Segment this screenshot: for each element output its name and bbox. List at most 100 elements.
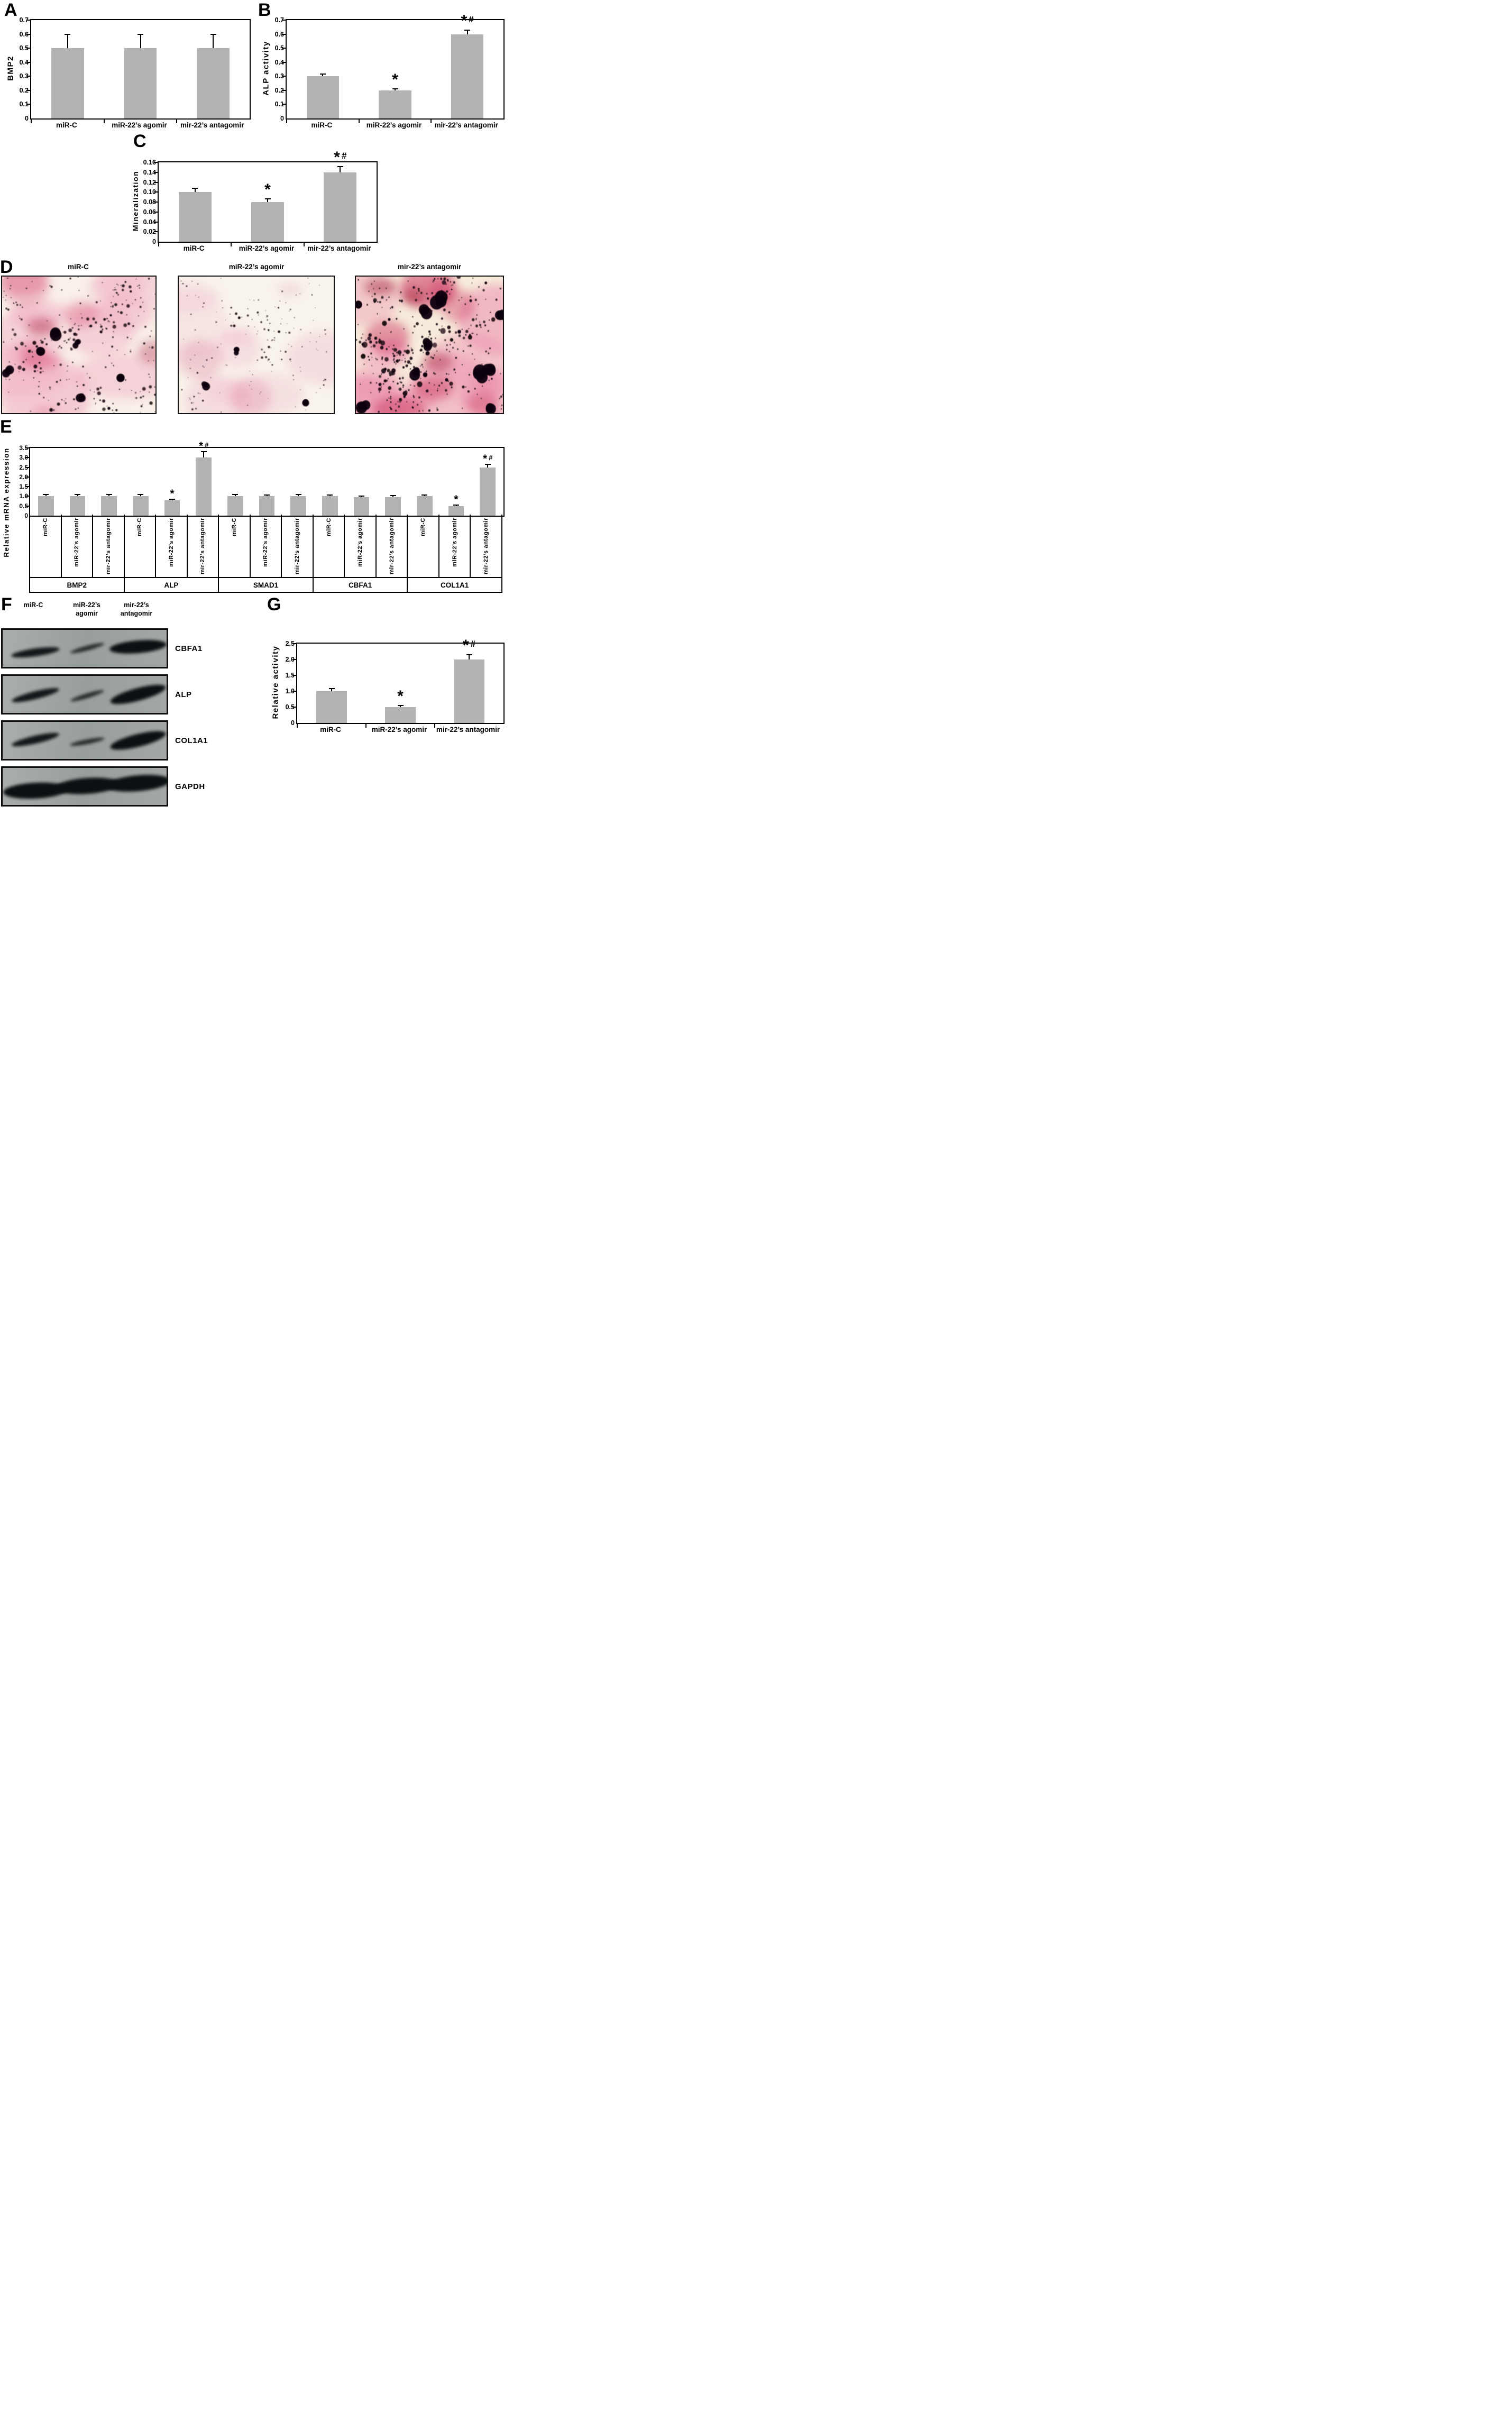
y-tick-mark — [26, 61, 31, 63]
blot-lane-header-mir-c: miR-C — [23, 601, 43, 609]
significance-annotation: * # — [199, 441, 209, 452]
x-boundary-tick — [434, 723, 435, 728]
bar — [178, 192, 212, 242]
alizarin-stain-micrograph-agomir — [178, 276, 335, 414]
alizarin-stain-micrograph-antagomir — [355, 276, 504, 414]
y-tick-mark — [292, 675, 297, 676]
hash-mark: # — [489, 454, 493, 462]
y-tick-mark — [282, 104, 287, 105]
blot-image-cbfa1 — [1, 628, 168, 668]
hash-mark: # — [205, 441, 209, 450]
y-tick-mark — [292, 643, 297, 644]
panel-b-bar-chart: 0 0.1 0.2 0.3 0.4 0.5 0.6 0.7 * * # — [275, 13, 505, 123]
bar — [322, 496, 338, 516]
x-category-label: miR-22’s agomir — [239, 244, 295, 252]
lane-label: mir-22’s antagomir — [105, 518, 112, 575]
panel-c-x-categories: miR-C miR-22’s agomir mir-22’s antagomir — [158, 244, 375, 252]
blot-row: COL1A1 — [1, 720, 208, 761]
protein-band — [69, 688, 105, 703]
error-bar-cap — [421, 494, 428, 496]
significance-annotation: * # — [461, 12, 474, 30]
blot-protein-label: ALP — [175, 690, 192, 699]
y-tick-label: 0.7 — [274, 16, 284, 24]
error-bar-cap — [466, 654, 472, 655]
y-tick-mark — [26, 76, 31, 77]
y-tick-mark — [154, 211, 159, 213]
bar — [38, 496, 54, 516]
blot-lane-header-agomir: miR-22’s agomir — [73, 601, 100, 618]
error-bar-cap — [169, 498, 175, 500]
y-tick-mark — [25, 457, 30, 459]
significance-annotation: * # — [334, 148, 346, 166]
error-bar-cap — [453, 505, 459, 506]
x-boundary-tick — [430, 118, 432, 123]
error-bar — [234, 494, 236, 497]
protein-band — [11, 645, 60, 659]
x-boundary-tick — [358, 118, 360, 123]
error-bar-cap — [359, 496, 364, 497]
y-tick-label: 0 — [24, 512, 28, 519]
protein-band — [69, 736, 105, 747]
panel-a-letter: A — [4, 0, 17, 20]
error-bar-cap — [392, 88, 398, 89]
x-boundary-tick — [103, 118, 105, 123]
lane-label-cell: mir-22’s antagomir — [375, 515, 407, 577]
y-tick-mark — [282, 89, 287, 91]
error-bar — [108, 494, 110, 497]
panel-a-bar-chart: 0 0.1 0.2 0.3 0.4 0.5 0.6 0.7 — [20, 16, 251, 123]
error-bar-cap — [327, 494, 333, 496]
y-tick-label: 0 — [152, 238, 156, 245]
stain-image-title-mir-c: miR-C — [68, 263, 89, 271]
y-tick-label: 0.3 — [274, 72, 284, 80]
lane-label-cell: miR-22’s agomir — [249, 515, 281, 577]
x-boundary-tick — [286, 118, 287, 123]
y-tick-mark — [25, 466, 30, 468]
gene-group-label: BMP2 — [29, 578, 124, 592]
y-tick-label: 0.3 — [19, 72, 29, 80]
bar — [416, 496, 433, 516]
protein-band — [108, 638, 167, 656]
asterisk-mark: * — [397, 688, 404, 705]
bar — [124, 48, 157, 118]
lane-label: miR-C — [42, 518, 49, 536]
asterisk-mark: * — [264, 181, 271, 199]
y-tick-label: 1.5 — [285, 672, 295, 679]
error-bar — [77, 494, 78, 497]
y-tick-label: 0.4 — [274, 58, 284, 66]
lane-label: mir-22’s antagomir — [294, 518, 301, 575]
lane-label-cell: mir-22’s antagomir — [186, 515, 218, 577]
significance-annotation: * — [264, 181, 271, 199]
y-tick-mark — [26, 33, 31, 35]
blot-row: CBFA1 — [1, 628, 208, 668]
y-tick-mark — [26, 48, 31, 49]
alizarin-stain-micrograph-mir-c — [1, 276, 157, 414]
x-boundary-tick — [303, 242, 305, 246]
asterisk-mark: * — [461, 12, 468, 30]
error-bar-cap — [390, 495, 396, 497]
asterisk-mark: * — [334, 148, 340, 166]
y-tick-label: 0.14 — [143, 168, 156, 176]
panel-e-y-axis-label: Relative mRNA expression — [2, 447, 11, 557]
hash-mark: # — [470, 639, 476, 649]
x-boundary-tick — [31, 118, 32, 123]
y-tick-mark — [25, 476, 30, 478]
stain-image-title-antagomir: mir-22’s antagomir — [397, 263, 462, 271]
bar — [227, 496, 243, 516]
bar — [164, 500, 180, 516]
error-bar-cap — [264, 494, 270, 496]
lane-label: mir-22’s antagomir — [483, 518, 490, 575]
lane-label: miR-22’s agomir — [74, 518, 80, 567]
y-tick-mark — [154, 162, 159, 163]
gene-group-label: CBFA1 — [312, 578, 407, 592]
y-tick-label: 0.6 — [19, 30, 29, 38]
error-bar-cap — [65, 33, 71, 35]
y-tick-label: 2.5 — [285, 640, 295, 647]
significance-annotation: * — [454, 494, 458, 505]
y-tick-mark — [25, 486, 30, 488]
blot-row: ALP — [1, 674, 208, 714]
bar — [385, 497, 401, 516]
x-category-label: miR-C — [56, 121, 77, 129]
blot-protein-label: COL1A1 — [175, 736, 208, 745]
error-bar — [67, 34, 68, 49]
panel-e-letter: E — [0, 417, 12, 437]
